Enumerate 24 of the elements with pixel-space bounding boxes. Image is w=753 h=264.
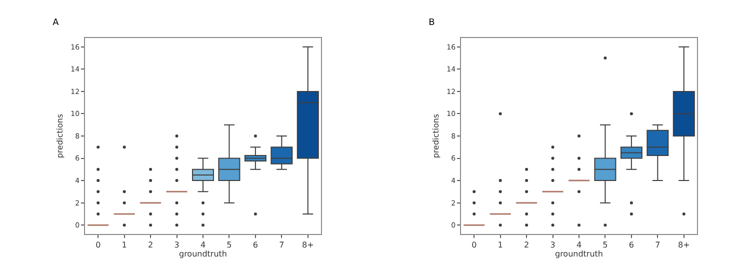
x-tick-label: 5 xyxy=(602,240,608,250)
x-tick-label: 4 xyxy=(576,240,582,250)
x-tick-label: 0 xyxy=(96,240,101,250)
x-tick-label: 0 xyxy=(472,240,477,250)
chart-title: A xyxy=(52,18,60,28)
x-tick-label: 7 xyxy=(279,240,284,250)
x-tick-label: 8+ xyxy=(302,240,314,250)
x-tick-label: 7 xyxy=(655,240,660,250)
x-tick-label: 2 xyxy=(148,240,154,250)
y-axis-title: predictions xyxy=(55,114,64,158)
x-tick-label: 1 xyxy=(498,240,503,250)
x-tick-label: 5 xyxy=(226,240,232,250)
x-tick-label: 3 xyxy=(174,240,180,250)
x-tick-label: 3 xyxy=(550,240,556,250)
y-axis-title: predictions xyxy=(431,114,440,158)
x-tick-label: 1 xyxy=(122,240,127,250)
x-tick-label: 2 xyxy=(524,240,530,250)
x-axis-title: groundtruth xyxy=(554,250,604,259)
chart-title: B xyxy=(428,18,435,28)
x-tick-label: 6 xyxy=(628,240,634,250)
x-axis-title: groundtruth xyxy=(178,250,228,259)
x-tick-label: 8+ xyxy=(678,240,690,250)
x-tick-label: 4 xyxy=(200,240,206,250)
x-tick-label: 6 xyxy=(252,240,258,250)
